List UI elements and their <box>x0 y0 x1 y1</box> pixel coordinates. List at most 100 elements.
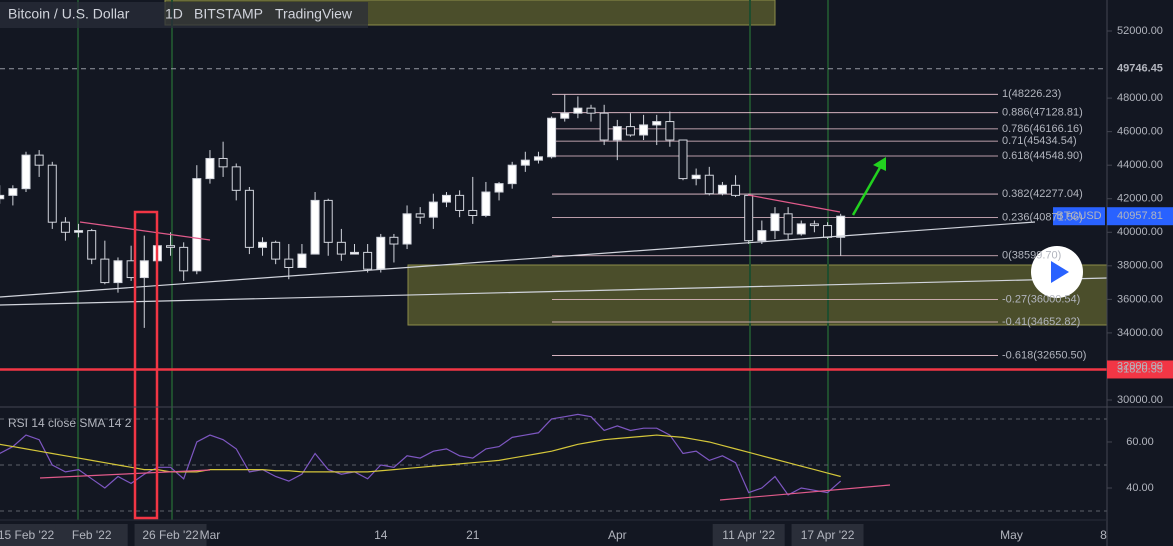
candle-body <box>625 126 635 136</box>
candle-body <box>507 164 517 185</box>
candle-body <box>231 166 241 191</box>
candle-body <box>192 178 202 272</box>
rsi-trend-line <box>39 469 211 479</box>
candle-body <box>113 260 123 284</box>
candle-body <box>481 191 491 217</box>
x-tick-label: 17 Apr '22 <box>801 528 855 542</box>
x-tick-label: 14 <box>374 528 388 542</box>
arrow <box>851 163 884 216</box>
candle-body <box>350 251 359 255</box>
zone-box <box>407 264 1108 326</box>
y-tick-label: 48000.00 <box>1117 92 1163 104</box>
candle-body <box>205 157 215 180</box>
candle-body <box>336 241 346 255</box>
candle-body <box>809 223 819 227</box>
y-tick-label: 42000.00 <box>1117 193 1163 205</box>
candle-body <box>100 258 110 284</box>
candle-body <box>652 121 662 126</box>
vertical-markers <box>77 0 829 520</box>
source: TradingView <box>275 6 353 22</box>
candle-body <box>770 213 780 232</box>
candle-body <box>139 260 149 279</box>
candle-body <box>691 174 701 180</box>
candle-body <box>74 230 84 233</box>
candle-body <box>166 245 176 248</box>
x-tick-label: 11 Apr '22 <box>722 528 775 542</box>
candle-body <box>547 117 557 158</box>
candle-body <box>415 213 425 218</box>
candle-body <box>678 139 688 180</box>
trend-line <box>0 277 1108 306</box>
tags: 49746.45 31820.35 BTCUSD 40957.81 <box>1053 63 1173 379</box>
y-tick-label: 44000.00 <box>1117 159 1163 171</box>
candle-body <box>744 194 754 242</box>
candle-body <box>704 174 714 195</box>
x-tick-label: Feb '22 <box>72 528 112 542</box>
arrow-head <box>873 157 886 171</box>
candle-body <box>731 184 741 196</box>
trend-line <box>79 221 211 241</box>
x-tick-label: May <box>1000 528 1023 542</box>
trend-line <box>747 194 841 213</box>
candle-body <box>520 159 530 166</box>
candle-body <box>284 258 294 268</box>
y-tick-label: 38000.00 <box>1117 260 1163 272</box>
candle-body <box>533 156 543 161</box>
candle-body <box>441 194 451 203</box>
x-tick-label: Mar <box>200 528 221 542</box>
candle-body <box>179 246 189 272</box>
candle-body <box>757 230 767 242</box>
fib-label: 0(38599.70) <box>1002 250 1061 262</box>
rsi-line <box>0 434 841 478</box>
symbol-title: Bitcoin / U.S. Dollar <box>8 6 130 22</box>
y-tick-label: 34000.00 <box>1117 327 1163 339</box>
candle-body <box>8 188 18 196</box>
y-tick-label: 40000.00 <box>1117 226 1163 238</box>
candle-body <box>455 194 465 211</box>
price-tag: 49746.45 <box>1117 63 1163 75</box>
candle-body <box>47 164 57 223</box>
x-label-bg <box>0 524 62 546</box>
highlight-box <box>133 210 159 520</box>
candle-body <box>376 236 386 270</box>
price-tag: 31820.35 <box>1117 363 1163 375</box>
y-tick-label: 30000.00 <box>1117 394 1163 406</box>
x-tick-label: 26 Feb '22 <box>142 528 199 542</box>
rsi-trend-line <box>719 484 891 501</box>
last-price-bg <box>1107 207 1173 226</box>
candle-body <box>783 213 793 235</box>
x-tick-label: 21 <box>466 528 480 542</box>
fib-label: -0.27(36000.54) <box>1002 293 1080 305</box>
fib-label: 0.886(47128.81) <box>1002 107 1083 119</box>
x-label-bg <box>712 524 785 546</box>
y-tick-label: 36000.00 <box>1117 293 1163 305</box>
symbol-tag-bg <box>1053 207 1105 226</box>
candle-body <box>639 124 649 136</box>
candle-body <box>599 112 609 141</box>
x-label-bg <box>134 524 207 546</box>
interval: 1D <box>165 6 183 22</box>
symbol-tag: BTCUSD <box>1056 210 1101 222</box>
candle-body <box>665 121 675 141</box>
candle-body <box>363 251 373 270</box>
candle-body <box>823 225 833 238</box>
candle-body <box>218 157 228 168</box>
candle-body <box>297 253 307 268</box>
candle-body <box>271 241 281 260</box>
y-tick-label: 32000.00 <box>1117 360 1163 372</box>
play-icon[interactable] <box>1051 261 1069 283</box>
candle-body <box>0 194 5 200</box>
x-tick-label: 15 Feb '22 <box>0 528 54 542</box>
candle-body <box>560 112 570 119</box>
candle-body <box>323 199 333 243</box>
candle-body <box>573 107 583 114</box>
candle-body <box>468 209 478 217</box>
candle-body <box>612 126 622 141</box>
candle-body <box>60 221 70 233</box>
fib-label: 0.71(45434.54) <box>1002 135 1077 147</box>
price-tag-bg <box>1107 360 1173 379</box>
candle-body <box>258 241 268 248</box>
y-tick-label: 46000.00 <box>1117 126 1163 138</box>
y-tick-label: 52000.00 <box>1117 25 1163 37</box>
